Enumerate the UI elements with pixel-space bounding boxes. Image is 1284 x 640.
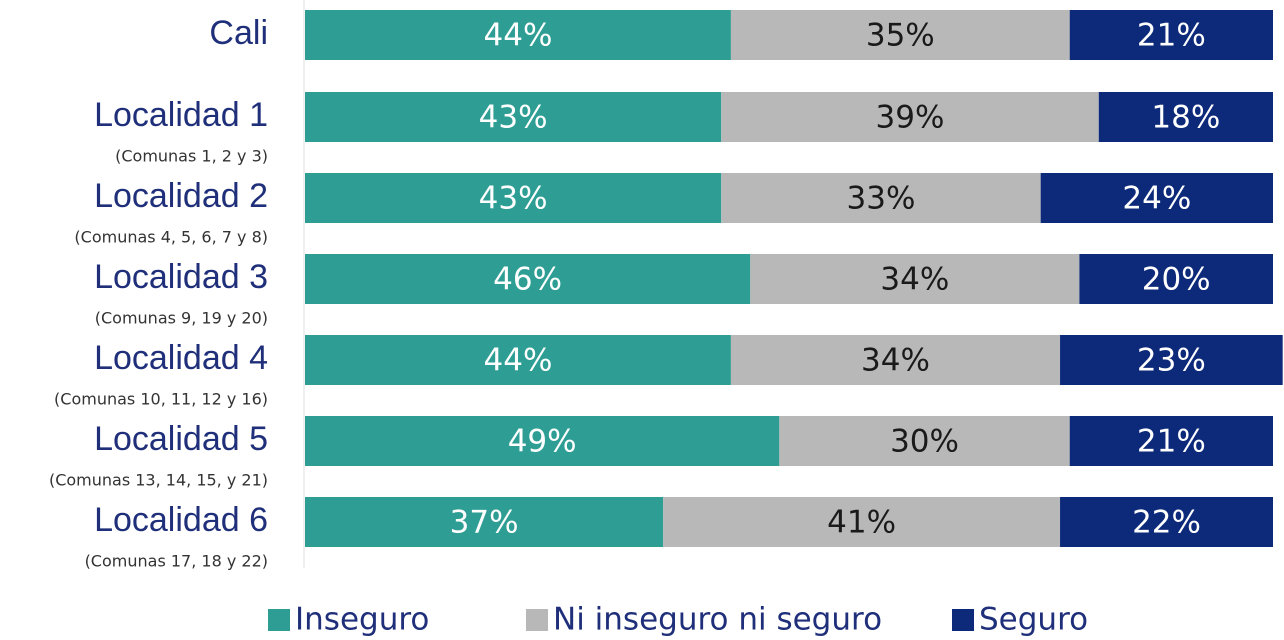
value-label: 30% [890,424,959,460]
bar-segment [1069,416,1273,466]
category-sublabel: (Comunas 13, 14, 15, y 21) [49,471,268,490]
bar-segment [305,10,731,60]
category-label: Localidad 6 [94,501,268,539]
bar-segment [305,92,722,142]
bar-segment [1060,335,1283,385]
legend-swatch [952,609,974,631]
bar-segment [750,254,1080,304]
value-label: 43% [479,100,548,136]
bar-segment [1060,497,1273,547]
category-sublabel: (Comunas 4, 5, 6, 7 y 8) [74,228,268,247]
bar-segment [730,10,1070,60]
value-label: 49% [508,424,577,460]
bar-segment [779,416,1070,466]
legend-label: Inseguro [295,602,429,638]
bar-segment [305,254,751,304]
bar-segment [663,497,1061,547]
category-sublabel: (Comunas 17, 18 y 22) [85,552,268,571]
bar-segment [1079,254,1273,304]
category-sublabel: (Comunas 9, 19 y 20) [95,309,268,328]
category-label: Localidad 4 [94,339,268,377]
category-label: Localidad 5 [94,420,268,458]
value-label: 46% [493,262,562,298]
value-label: 44% [484,343,553,379]
value-label: 21% [1137,424,1206,460]
category-sublabel: (Comunas 1, 2 y 3) [115,147,268,166]
bar-segment [305,497,664,547]
bar-segment [305,173,722,223]
bar-segment [721,92,1099,142]
legend-swatch [268,609,290,631]
legend-swatch [526,609,548,631]
value-label: 24% [1122,181,1191,217]
value-label: 34% [861,343,930,379]
category-label: Localidad 3 [94,258,268,296]
category-sublabel: (Comunas 10, 11, 12 y 16) [54,390,268,409]
value-label: 37% [450,505,519,541]
value-label: 43% [479,181,548,217]
category-label: Cali [209,14,268,52]
value-label: 22% [1132,505,1201,541]
value-label: 35% [866,18,935,54]
bar-segment [730,335,1061,385]
legend-label: Seguro [979,602,1088,638]
bar-segment [305,416,780,466]
value-label: 41% [827,505,896,541]
legend-label: Ni inseguro ni seguro [553,602,882,638]
bar-segment [721,173,1041,223]
value-label: 34% [880,262,949,298]
bar-segment [1069,10,1273,60]
value-label: 21% [1137,18,1206,54]
category-label: Localidad 1 [94,96,268,134]
value-label: 23% [1137,343,1206,379]
bar-segment [1098,92,1273,142]
category-label: Localidad 2 [94,177,268,215]
value-label: 39% [876,100,945,136]
value-label: 20% [1142,262,1211,298]
bar-segment [305,335,731,385]
bar-segment [1040,173,1273,223]
value-label: 33% [847,181,916,217]
value-label: 18% [1151,100,1220,136]
value-label: 44% [484,18,553,54]
